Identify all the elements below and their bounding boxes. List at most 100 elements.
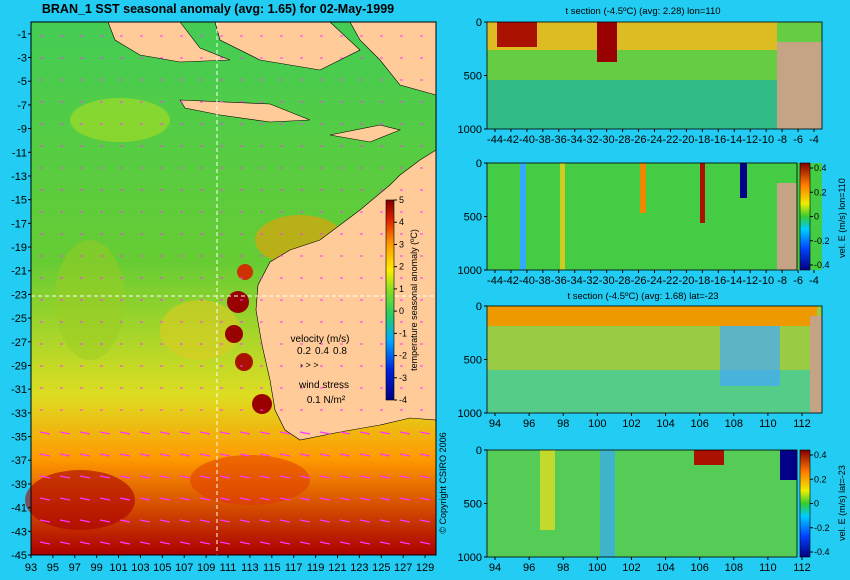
map-x-tick-label: 115 [263, 562, 281, 574]
panel-x-tick-label: -44 [487, 134, 503, 146]
panel-x-tick-label: -12 [742, 134, 758, 146]
panel-y-tick-label: 0 [476, 158, 482, 170]
panel2-colorbar-ticks: 0.4 0.2 0 -0.2 -0.4 [810, 163, 830, 270]
wind-arrow [59, 475, 71, 479]
panel-x-tick-label: -14 [726, 275, 742, 287]
wind-legend-value: 0.1 N/m² [307, 395, 346, 406]
panel-x-tick-label: -36 [551, 134, 567, 146]
panel-x-tick-label: -6 [793, 275, 803, 287]
land-indonesia [107, 21, 231, 63]
warm-patch [190, 455, 310, 505]
wind-arrow [159, 475, 171, 479]
wind-arrow [199, 519, 211, 523]
map-x-tick-label: 93 [25, 562, 37, 574]
panel-y-tick-label: 500 [464, 212, 482, 224]
panel-x-tick-label: -34 [567, 275, 583, 287]
panel4-band [600, 450, 615, 557]
map-x-tick-label: 113 [241, 562, 259, 574]
wind-arrow [299, 497, 311, 501]
panel1-hot-spot [497, 22, 537, 47]
sst-colorbar-tick-label: -2 [399, 351, 407, 361]
panel4-band [780, 450, 797, 480]
panel-x-tick-label: -20 [678, 134, 694, 146]
wind-arrow [199, 541, 211, 545]
panel2-plot [486, 162, 822, 271]
wind-arrow [279, 497, 291, 501]
wind-arrow [199, 431, 211, 435]
warm-patch [70, 98, 170, 142]
warm-patch [160, 300, 240, 360]
wind-arrow [139, 453, 151, 457]
wind-arrow [179, 519, 191, 523]
panel-x-tick-label: -28 [615, 134, 631, 146]
panel-x-tick-label: 100 [588, 562, 606, 574]
wind-arrow [259, 431, 271, 435]
panel1-title: t section (-4.5ºC) (avg: 2.28) lon=110 [565, 6, 720, 17]
land-timor [329, 124, 401, 143]
map-y-tick-label: -7 [17, 100, 27, 112]
wind-arrow [219, 519, 231, 523]
wind-arrow [239, 541, 251, 545]
wind-arrow [359, 475, 371, 479]
wind-arrow [359, 519, 371, 523]
panel-x-tick-label: -36 [551, 275, 567, 287]
wind-arrow [179, 541, 191, 545]
wind-arrow [239, 453, 251, 457]
panel4-x-axis: 94 96 98 100 102 104 106 108 110 112 [489, 557, 811, 574]
panel-x-tick-label: -16 [710, 134, 726, 146]
wind-arrow [219, 475, 231, 479]
panel-x-tick-label: 112 [793, 418, 811, 430]
map-y-tick-label: -21 [11, 266, 27, 278]
map-y-tick-label: -37 [11, 455, 27, 467]
map-y-tick-label: -25 [11, 313, 27, 325]
panel1-y-axis: 0 500 1000 [458, 17, 487, 136]
panel-x-tick-label: -40 [519, 275, 535, 287]
panel-x-tick-label: 98 [557, 418, 569, 430]
wind-arrow [159, 541, 171, 545]
panel-y-tick-label: 500 [464, 355, 482, 367]
warm-patch [55, 240, 125, 360]
map-y-tick-label: -31 [11, 384, 27, 396]
wind-arrow [299, 541, 311, 545]
map-y-axis: -1 -3 -5 -7 -9 -11 -13 -15 -17 -19 -21 -23 -25 -27 -29… [11, 29, 31, 562]
vel-colorbar-tick-label: 0.2 [814, 474, 827, 484]
wind-arrow [199, 475, 211, 479]
panel3-surface [487, 306, 817, 326]
map-x-tick-label: 119 [307, 562, 325, 574]
panel4-y-axis: 0 500 1000 [458, 445, 487, 564]
wind-arrow [99, 497, 111, 501]
wind-arrow [39, 453, 51, 457]
panel-x-tick-label: -32 [583, 275, 599, 287]
map-y-tick-label: -5 [17, 76, 27, 88]
panel-x-tick-label: -42 [503, 275, 519, 287]
wind-arrow [179, 497, 191, 501]
velocity-value-1: 0.2 [297, 346, 311, 357]
panel4-colorbar [799, 449, 811, 558]
map-y-tick-label: -11 [12, 147, 27, 159]
panel1-deep-layer [487, 80, 777, 129]
wind-arrow [319, 497, 331, 501]
vel-colorbar-tick-label: 0.4 [814, 163, 827, 173]
wind-arrow [319, 541, 331, 545]
panel-x-tick-label: 108 [725, 418, 743, 430]
panel1-x-axis: -44 -42 -40 -38 -36 -34 -32 -30 -28 -26 -24 -22 -20-… [487, 129, 819, 146]
wind-arrow [299, 453, 311, 457]
map-x-tick-label: 107 [175, 562, 193, 574]
panel-x-tick-label: -14 [726, 134, 742, 146]
panel-x-tick-label: 94 [489, 418, 501, 430]
wind-arrow [339, 431, 351, 435]
panel-y-tick-label: 0 [476, 301, 482, 313]
wind-arrow [119, 431, 131, 435]
wind-arrow [359, 431, 371, 435]
panel3-x-axis: 94 96 98 100 102 104 106 108 110 112 [489, 413, 811, 430]
panel-y-tick-label: 1000 [458, 408, 482, 420]
wind-arrow [379, 453, 391, 457]
wind-arrow [59, 431, 71, 435]
map-x-tick-label: 111 [220, 562, 237, 574]
wind-arrow [299, 431, 311, 435]
wind-arrow [159, 453, 171, 457]
warm-eddy [225, 325, 243, 343]
copyright: © Copyright CSIRO 2006 [438, 432, 448, 533]
map-plot [25, 21, 437, 556]
wind-arrow [239, 431, 251, 435]
